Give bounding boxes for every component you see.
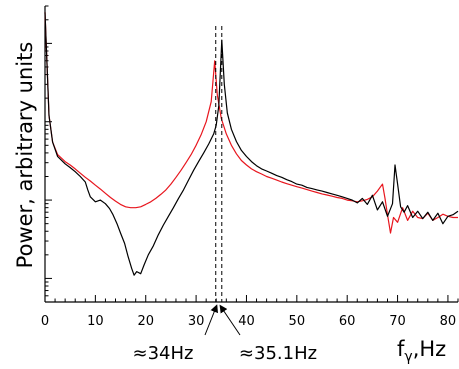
annotation-label: ≈34Hz	[133, 343, 194, 364]
x-axis-label-main: f	[397, 337, 405, 361]
axes: 0 10 20 30 40 50 60 70 80	[41, 5, 459, 329]
x-tick-label: 30	[188, 314, 205, 329]
x-tick-label: 0	[41, 314, 49, 329]
x-axis-label-subscript: γ	[404, 349, 412, 365]
x-axis-label-unit: ,Hz	[413, 337, 447, 361]
x-tick-label: 20	[137, 314, 154, 329]
y-axis-label: Power, arbitrary units	[13, 42, 37, 269]
x-tick-label: 80	[440, 314, 457, 329]
annotation-label: ≈35.1Hz	[239, 343, 317, 364]
annotation-arrow	[204, 304, 218, 336]
x-axis-label: fγ,Hz	[397, 337, 446, 365]
series-line-black	[44, 12, 459, 276]
x-tick-label: 70	[389, 314, 406, 329]
x-tick-label: 40	[238, 314, 255, 329]
annotations: ≈34Hz ≈35.1Hz	[133, 26, 317, 364]
x-tick-label: 10	[87, 314, 104, 329]
series-line-red	[44, 12, 458, 234]
x-tick-label: 60	[339, 314, 356, 329]
x-tick-label: 50	[289, 314, 306, 329]
annotation-arrow	[219, 304, 241, 336]
series-group	[44, 12, 459, 276]
